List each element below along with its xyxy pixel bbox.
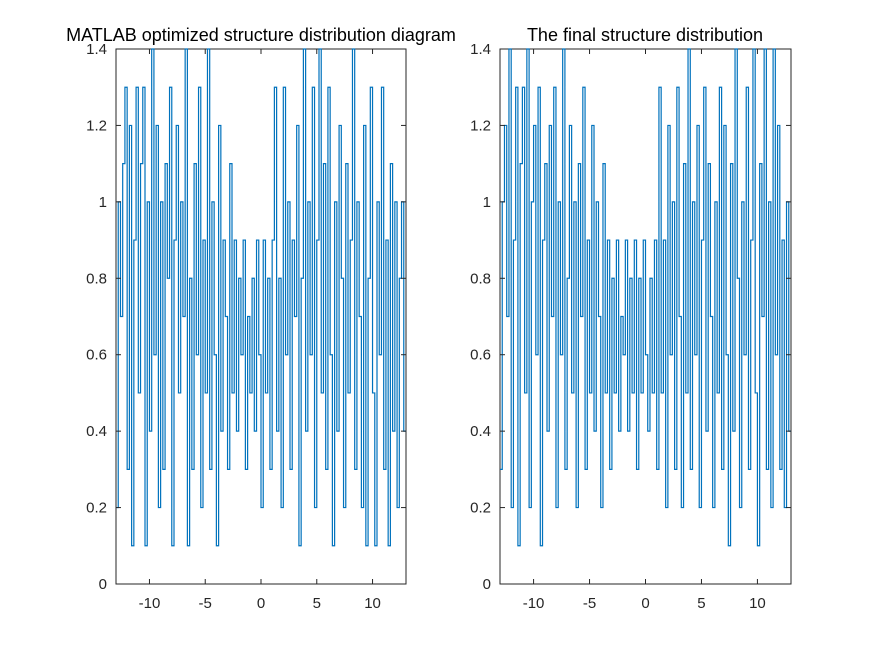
right-plot-y-tick-label: 0.8 <box>470 270 491 287</box>
left-plot-series <box>116 48 406 547</box>
right-plot-x-ticks: -10 -5 0 5 10 <box>523 49 766 612</box>
left-plot-x-ticks: -10 -5 0 5 10 <box>139 49 381 612</box>
left-plot-y-tick-label: 0.2 <box>86 500 107 517</box>
right-plot-x-tick-label: 0 <box>641 595 649 612</box>
right-plot-x-tick-label: -5 <box>583 595 596 612</box>
left-plot-y-tick-label: 0 <box>99 576 107 593</box>
left-plot-y-tick-label: 1.2 <box>86 117 107 134</box>
left-plot-series-line-0 <box>116 48 406 547</box>
left-plot-x-tick-label: 5 <box>313 595 321 612</box>
right-plot-x-tick-label: 10 <box>749 595 766 612</box>
left-plot-x-tick-label: 0 <box>257 595 265 612</box>
right-plot-y-ticks: 0 0.2 0.4 0.6 0.8 1 1.2 1.4 <box>470 41 791 593</box>
left-plot-y-tick-label: 1.4 <box>86 41 107 58</box>
right-plot-x-tick-label: -10 <box>523 595 545 612</box>
right-plot-y-tick-label: 1 <box>483 194 491 211</box>
right-plot-y-tick-label: 0.2 <box>470 500 491 517</box>
right-plot-series-line-0 <box>500 48 791 547</box>
left-plot-x-tick-label: 10 <box>364 595 381 612</box>
right-plot: 0 0.2 0.4 0.6 0.8 1 1.2 1.4 -10 -5 0 5 10 The final… <box>470 25 792 612</box>
right-plot-y-tick-label: 0 <box>483 576 491 593</box>
right-plot-title: The final structure distribution <box>527 25 763 45</box>
left-plot-x-tick-label: -5 <box>199 595 212 612</box>
left-plot: 0 0.2 0.4 0.6 0.8 1 1.2 1.4 -10 -5 0 5 10 MATLAB op… <box>66 25 456 612</box>
right-plot-y-tick-label: 1.2 <box>470 117 491 134</box>
right-plot-series <box>500 48 791 547</box>
left-plot-y-tick-label: 0.8 <box>86 270 107 287</box>
left-plot-y-ticks: 0 0.2 0.4 0.6 0.8 1 1.2 1.4 <box>86 41 406 593</box>
left-plot-title: MATLAB optimized structure distribution … <box>66 25 456 45</box>
left-plot-y-tick-label: 1 <box>99 194 107 211</box>
right-plot-x-tick-label: 5 <box>697 595 705 612</box>
left-plot-x-tick-label: -10 <box>139 595 161 612</box>
right-plot-y-tick-label: 0.6 <box>470 347 491 364</box>
left-plot-y-tick-label: 0.4 <box>86 423 107 440</box>
right-plot-y-tick-label: 0.4 <box>470 423 491 440</box>
right-plot-y-tick-label: 1.4 <box>470 41 491 58</box>
left-plot-y-tick-label: 0.6 <box>86 347 107 364</box>
